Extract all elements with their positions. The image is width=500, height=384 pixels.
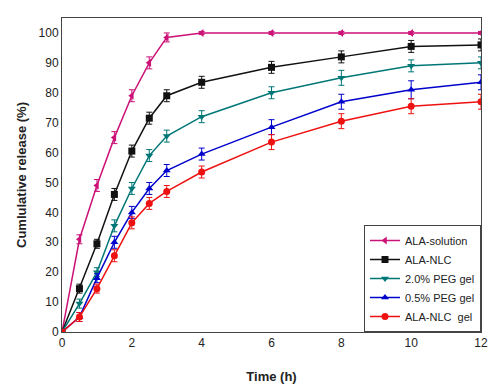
svg-text:ALA-NLC gel: ALA-NLC gel xyxy=(405,311,472,323)
svg-text:10: 10 xyxy=(404,336,418,350)
svg-text:ALA-solution: ALA-solution xyxy=(405,235,467,247)
svg-text:Time (h): Time (h) xyxy=(246,369,296,384)
svg-text:20: 20 xyxy=(45,265,59,279)
svg-text:0: 0 xyxy=(59,336,66,350)
svg-text:10: 10 xyxy=(45,295,59,309)
svg-text:ALA-NLC: ALA-NLC xyxy=(405,254,452,266)
svg-text:6: 6 xyxy=(268,336,275,350)
svg-text:100: 100 xyxy=(39,26,59,40)
svg-text:70: 70 xyxy=(45,116,59,130)
svg-text:90: 90 xyxy=(45,56,59,70)
svg-text:12: 12 xyxy=(474,336,488,350)
svg-text:60: 60 xyxy=(45,146,59,160)
svg-text:80: 80 xyxy=(45,86,59,100)
svg-text:8: 8 xyxy=(338,336,345,350)
svg-text:0.5% PEG gel: 0.5% PEG gel xyxy=(405,292,474,304)
svg-text:50: 50 xyxy=(45,176,59,190)
svg-text:2.0% PEG gel: 2.0% PEG gel xyxy=(405,273,474,285)
svg-text:2: 2 xyxy=(128,336,135,350)
svg-text:4: 4 xyxy=(198,336,205,350)
svg-text:0: 0 xyxy=(52,325,59,339)
svg-text:30: 30 xyxy=(45,235,59,249)
svg-text:40: 40 xyxy=(45,206,59,220)
svg-text:Cumlulative release (%): Cumlulative release (%) xyxy=(14,102,29,248)
